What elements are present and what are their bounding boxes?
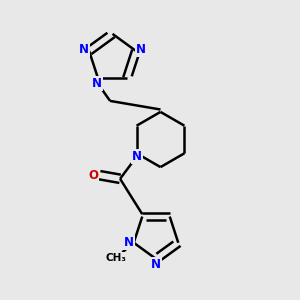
Text: N: N <box>132 150 142 164</box>
Text: CH₃: CH₃ <box>106 253 127 263</box>
Text: N: N <box>136 44 146 56</box>
Text: N: N <box>151 258 161 271</box>
Text: N: N <box>124 236 134 249</box>
Text: N: N <box>92 77 102 90</box>
Text: N: N <box>79 44 89 56</box>
Text: O: O <box>88 169 98 182</box>
